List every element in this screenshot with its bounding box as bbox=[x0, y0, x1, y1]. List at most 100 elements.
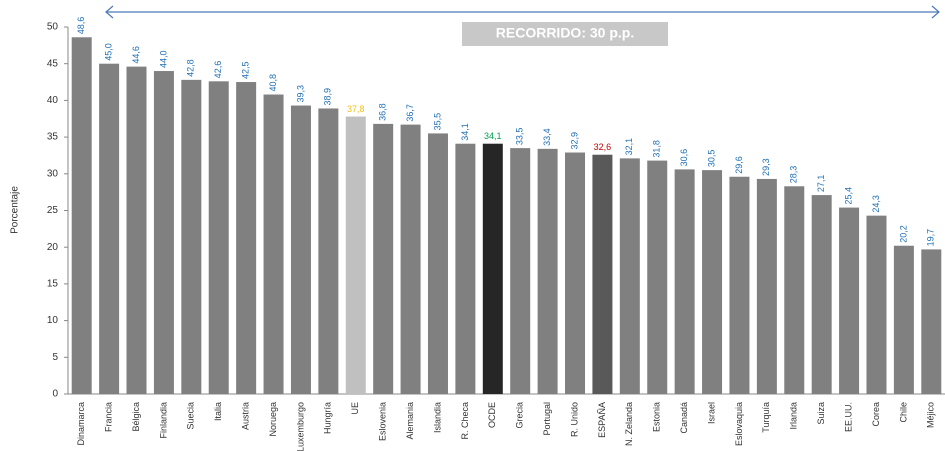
value-label: 42,8 bbox=[186, 59, 196, 77]
x-tick-label: Bélgica bbox=[131, 402, 141, 432]
value-label: 36,7 bbox=[405, 104, 415, 122]
value-label: 37,8 bbox=[347, 104, 365, 114]
bar bbox=[537, 148, 558, 394]
x-tick-label: Corea bbox=[871, 402, 881, 427]
bar bbox=[565, 152, 586, 394]
value-label: 38,9 bbox=[323, 88, 333, 106]
y-tick-label: 10 bbox=[47, 315, 59, 326]
value-label: 32,6 bbox=[594, 142, 612, 152]
y-tick-label: 40 bbox=[47, 95, 59, 106]
value-label: 33,5 bbox=[515, 128, 525, 146]
bar bbox=[427, 133, 448, 394]
bar bbox=[619, 158, 640, 394]
annotation-box bbox=[462, 22, 668, 46]
value-label: 29,3 bbox=[761, 158, 771, 176]
bar bbox=[729, 176, 750, 394]
arrow-head bbox=[931, 5, 940, 19]
x-tick-label: Finlandia bbox=[158, 402, 168, 439]
x-tick-label: Canadá bbox=[679, 402, 689, 434]
y-tick-label: 5 bbox=[52, 352, 58, 363]
y-tick-label: 25 bbox=[47, 205, 59, 216]
value-label: 20,2 bbox=[898, 225, 908, 243]
value-label: 29,6 bbox=[734, 156, 744, 174]
bar bbox=[866, 215, 887, 394]
bar bbox=[345, 116, 366, 394]
x-tick-label: Luxemburgo bbox=[295, 402, 305, 451]
bar bbox=[99, 63, 120, 394]
x-tick-label: Alemania bbox=[405, 402, 415, 440]
bar bbox=[784, 186, 805, 394]
y-axis-label: Porcentaje bbox=[10, 186, 21, 234]
x-tick-label: EE.UU. bbox=[843, 402, 853, 432]
y-tick-label: 15 bbox=[47, 279, 59, 290]
x-tick-label: R. Unido bbox=[569, 402, 579, 437]
value-label: 30,5 bbox=[706, 150, 716, 168]
bar bbox=[181, 79, 202, 395]
value-label: 31,8 bbox=[652, 140, 662, 158]
x-tick-label: Suiza bbox=[816, 402, 826, 425]
bar bbox=[592, 154, 613, 394]
bar bbox=[510, 148, 531, 394]
x-tick-label: Grecia bbox=[515, 402, 525, 429]
x-tick-label: N. Zelanda bbox=[624, 402, 634, 446]
x-tick-label: Méjico bbox=[926, 402, 936, 428]
x-tick-label: Israel bbox=[706, 402, 716, 424]
value-label: 35,5 bbox=[432, 113, 442, 131]
bar bbox=[290, 105, 311, 395]
value-label: 45,0 bbox=[103, 43, 113, 61]
bar bbox=[811, 195, 832, 394]
bar bbox=[263, 94, 284, 394]
bar bbox=[318, 108, 339, 394]
bar bbox=[208, 81, 229, 394]
y-tick-label: 0 bbox=[52, 389, 58, 400]
value-label: 24,3 bbox=[871, 195, 881, 213]
arrow-head bbox=[105, 5, 114, 19]
x-tick-label: Irlanda bbox=[789, 402, 799, 430]
bar bbox=[400, 124, 421, 394]
x-tick-label: Francia bbox=[103, 402, 113, 432]
value-label: 34,1 bbox=[460, 123, 470, 141]
value-label: 44,0 bbox=[158, 51, 168, 69]
value-label: 36,8 bbox=[378, 103, 388, 121]
bar bbox=[756, 178, 777, 394]
value-label: 39,3 bbox=[295, 85, 305, 103]
value-label: 48,6 bbox=[76, 17, 86, 35]
value-label: 19,7 bbox=[926, 229, 936, 247]
bar bbox=[921, 249, 942, 394]
x-tick-label: Italia bbox=[213, 402, 223, 421]
y-tick-label: 35 bbox=[47, 132, 59, 143]
value-label: 34,1 bbox=[484, 131, 502, 141]
bar bbox=[674, 169, 695, 394]
y-tick-label: 45 bbox=[47, 58, 59, 69]
value-label: 32,1 bbox=[624, 138, 634, 156]
x-tick-label: Turquía bbox=[761, 402, 771, 433]
x-tick-label: Eslovaquia bbox=[734, 402, 744, 446]
x-tick-label: R. Checa bbox=[460, 402, 470, 440]
x-tick-label: Estonia bbox=[652, 402, 662, 432]
annotation: RECORRIDO: 30 p.p. bbox=[496, 25, 634, 41]
bar bbox=[702, 170, 723, 394]
x-tick-label: Eslovenia bbox=[378, 402, 388, 441]
bar bbox=[647, 160, 668, 394]
bar bbox=[126, 66, 147, 395]
bar bbox=[839, 207, 860, 394]
x-tick-label: Dinamarca bbox=[76, 402, 86, 446]
x-tick-label: Noruega bbox=[268, 402, 278, 437]
bar bbox=[482, 143, 503, 394]
value-label: 42,5 bbox=[241, 62, 251, 80]
bar bbox=[373, 123, 394, 394]
value-label: 40,8 bbox=[268, 74, 278, 92]
x-tick-label: OCDE bbox=[487, 402, 497, 428]
bar bbox=[153, 71, 174, 394]
bar bbox=[455, 143, 476, 394]
x-tick-label: UE bbox=[350, 402, 360, 415]
value-label: 30,6 bbox=[679, 149, 689, 167]
value-label: 33,4 bbox=[542, 128, 552, 146]
x-tick-label: Austria bbox=[241, 402, 251, 430]
y-tick-label: 50 bbox=[47, 22, 59, 33]
y-tick-label: 30 bbox=[47, 168, 59, 179]
x-tick-label: Suecia bbox=[186, 402, 196, 430]
bar bbox=[236, 82, 257, 395]
x-tick-label: ESPAÑA bbox=[597, 402, 607, 438]
